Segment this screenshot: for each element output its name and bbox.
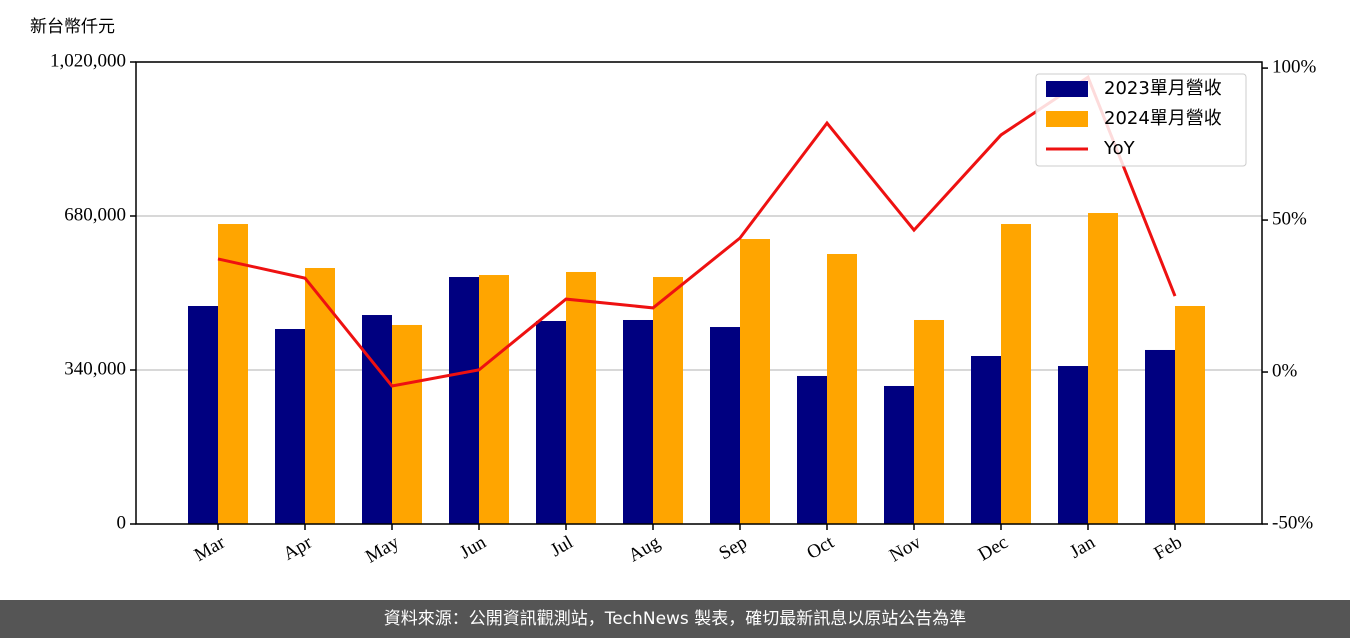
x-tick-label: Aug [625, 532, 664, 567]
x-tick-label: Jul [547, 532, 577, 561]
bar [275, 329, 305, 524]
bar [740, 239, 770, 525]
bar [1088, 213, 1118, 524]
bar [653, 277, 683, 524]
x-tick-label: Mar [191, 532, 229, 566]
bar [305, 267, 335, 524]
bar [884, 385, 914, 524]
x-tick-label: Nov [886, 532, 925, 567]
bar [566, 271, 596, 524]
legend-label: 2023單月營收 [1104, 78, 1222, 99]
x-tick-label: Jun [456, 532, 490, 564]
y2-tick-label: 50% [1272, 208, 1307, 229]
x-tick-label: Apr [280, 532, 317, 565]
y-tick-label: 340,000 [64, 358, 126, 379]
bar [710, 327, 740, 524]
bar [1001, 224, 1031, 524]
bar [1058, 366, 1088, 524]
legend-swatch [1046, 111, 1088, 127]
source-note: 資料來源：公開資訊觀測站，TechNews 製表，確切最新訊息以原站公告為準 [0, 600, 1350, 638]
y2-tick-label: -50% [1272, 512, 1313, 533]
bar [536, 320, 566, 524]
legend-label: YoY [1103, 138, 1136, 159]
bar [1145, 349, 1175, 524]
legend-box [1035, 73, 1247, 167]
bar [623, 319, 653, 524]
x-tick-label: Feb [1150, 532, 1185, 564]
line [217, 74, 1177, 388]
bar [362, 315, 392, 524]
bar [914, 319, 944, 524]
y2-tick-label: 100% [1272, 56, 1317, 77]
bar [797, 375, 827, 524]
y2-tick-label: 0% [1272, 360, 1298, 381]
y-tick-label: 1,020,000 [50, 50, 126, 71]
bar [827, 254, 857, 524]
plot-frame [135, 61, 1263, 525]
x-tick-label: Dec [975, 532, 1012, 565]
y-tick-label: 0 [117, 512, 127, 533]
chart: 新台幣仟元 0 340,000 680,000 1,020,000 -50% 0% 50% 1… [30, 17, 1317, 568]
x-tick-label: Jan [1066, 532, 1099, 563]
x-tick-label: Oct [803, 532, 838, 564]
bar [1175, 305, 1205, 524]
x-tick-label: May [362, 532, 403, 568]
y-axis-label: 新台幣仟元 [30, 17, 115, 37]
bar [479, 275, 509, 524]
bar [188, 305, 218, 524]
bar [392, 324, 422, 524]
y-tick-label: 680,000 [64, 204, 126, 225]
bar [218, 224, 248, 524]
bar [449, 277, 479, 524]
bar [971, 356, 1001, 524]
legend-swatch [1046, 81, 1088, 97]
legend-label: 2024單月營收 [1104, 108, 1222, 129]
x-tick-label: Sep [715, 532, 750, 564]
